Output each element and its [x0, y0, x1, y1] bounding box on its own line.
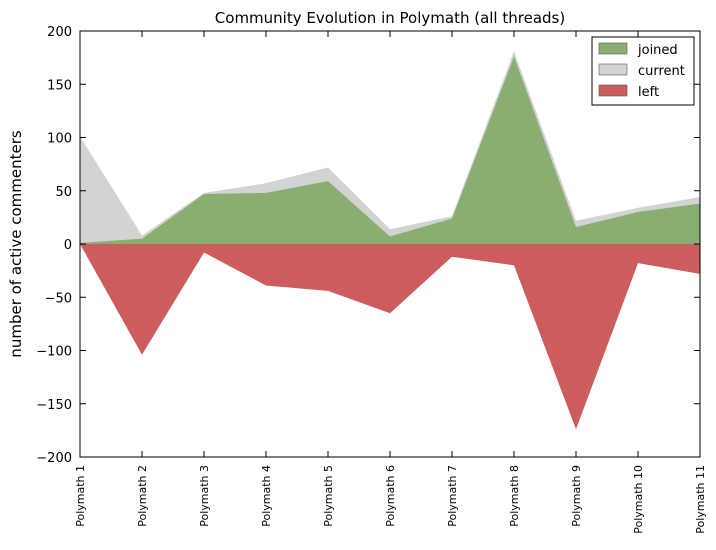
- x-tick-label: Polymath 9: [570, 465, 583, 527]
- legend-label-current: current: [638, 64, 685, 79]
- x-tick-label: Polymath 6: [384, 465, 397, 527]
- y-tick-label: 0: [64, 238, 72, 253]
- series-area-left: [80, 244, 700, 430]
- x-tick-label: Polymath 3: [198, 465, 211, 527]
- y-tick-label: 50: [55, 185, 72, 200]
- x-tick-label: Polymath 10: [632, 465, 645, 534]
- x-tick-label: Polymath 11: [694, 465, 707, 534]
- y-tick-label: −150: [36, 398, 72, 413]
- y-tick-label: −50: [45, 291, 72, 306]
- x-tick-label: Polymath 7: [446, 465, 459, 527]
- x-tick-label: Polymath 4: [260, 465, 273, 527]
- plot-areas: [79, 51, 701, 430]
- chart-title: Community Evolution in Polymath (all thr…: [215, 9, 565, 27]
- y-axis-label: number of active commenters: [7, 130, 25, 358]
- y-tick-label: 150: [47, 78, 72, 93]
- x-tick-label: Polymath 2: [136, 465, 149, 527]
- legend-label-left: left: [638, 85, 659, 100]
- axes: −200 −150 −100 −50 0 50 100 150 200 Polymath 1 Pol…: [36, 25, 707, 534]
- y-tick-label: 200: [47, 25, 72, 40]
- legend-swatch-left: [598, 84, 628, 97]
- x-tick-label: Polymath 5: [322, 465, 335, 527]
- legend-label-joined: joined: [637, 43, 678, 58]
- x-tick-label: Polymath 8: [508, 465, 521, 527]
- legend-swatch-current: [598, 63, 628, 76]
- y-tick-label: 100: [47, 132, 72, 147]
- x-tick-label: Polymath 1: [74, 465, 87, 527]
- y-tick-label: −200: [36, 451, 72, 466]
- legend: joined current left: [591, 36, 695, 106]
- series-area-joined: [80, 56, 700, 245]
- legend-swatch-joined: [598, 42, 628, 55]
- y-tick-label: −100: [36, 345, 72, 360]
